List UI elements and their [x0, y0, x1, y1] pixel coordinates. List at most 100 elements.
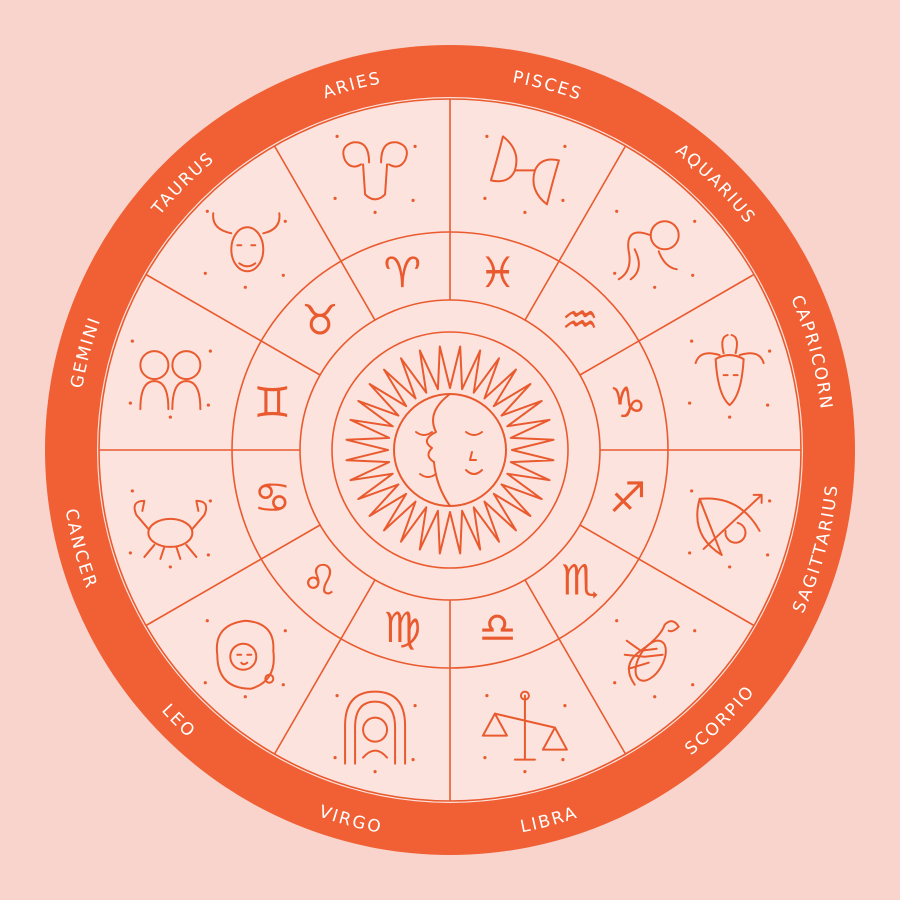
star-dot-icon	[203, 681, 207, 685]
star-dot-icon	[728, 565, 732, 569]
star-dot-icon	[615, 619, 619, 623]
sign-glyph: ♋	[253, 473, 291, 522]
segment-divider	[579, 524, 755, 627]
segment-lines	[98, 98, 802, 802]
star-dot-icon	[690, 489, 694, 493]
star-dot-icon	[613, 681, 617, 685]
star-dot-icon	[413, 704, 417, 708]
star-dot-icon	[168, 565, 172, 569]
ram-icon	[333, 134, 417, 214]
star-dot-icon	[206, 553, 210, 557]
star-dot-icon	[203, 271, 207, 275]
star-dot-icon	[168, 415, 172, 419]
star-dot-icon	[483, 196, 487, 200]
fish-pair-icon	[483, 134, 567, 214]
lion-icon	[203, 619, 287, 699]
star-dot-icon	[653, 285, 657, 289]
sign-glyph: ♐	[609, 473, 647, 522]
moon-profile	[425, 393, 451, 507]
star-dot-icon	[333, 756, 337, 760]
segment-divider	[579, 273, 755, 376]
star-dot-icon	[373, 210, 377, 214]
star-dot-icon	[413, 144, 417, 148]
sign-glyph: ♊	[253, 378, 291, 427]
segment-divider	[145, 273, 321, 376]
segment-divider	[273, 145, 376, 321]
sign-glyph: ♈	[384, 248, 422, 297]
sign-glyph: ♉	[301, 295, 339, 344]
archer-bow-arrow-icon	[688, 489, 772, 569]
core-circle	[331, 331, 569, 569]
star-dot-icon	[523, 210, 527, 214]
sign-glyph: ♑	[609, 378, 647, 427]
goat-icon	[688, 334, 772, 419]
segment-divider	[145, 524, 321, 627]
star-dot-icon	[208, 349, 212, 353]
star-dot-icon	[243, 695, 247, 699]
balance-scales-icon	[481, 690, 568, 774]
star-dot-icon	[205, 619, 209, 623]
scorpion-icon	[613, 619, 697, 699]
star-dot-icon	[283, 629, 287, 633]
sign-illustrations	[128, 134, 772, 774]
star-dot-icon	[613, 271, 617, 275]
star-dot-icon	[688, 401, 692, 405]
star-dot-icon	[283, 219, 287, 223]
sign-glyph: ♓	[479, 248, 517, 297]
star-dot-icon	[206, 403, 210, 407]
star-dot-icon	[243, 285, 247, 289]
star-dot-icon	[208, 499, 212, 503]
star-dot-icon	[690, 339, 694, 343]
star-dot-icon	[691, 273, 695, 277]
star-dot-icon	[563, 704, 567, 708]
sign-glyph: ♏	[561, 556, 599, 605]
star-dot-icon	[523, 770, 527, 774]
segment-divider	[524, 579, 627, 755]
star-dot-icon	[205, 209, 209, 213]
star-dot-icon	[411, 758, 415, 762]
star-dot-icon	[615, 209, 619, 213]
bull-icon	[203, 209, 287, 289]
sign-glyph: ♎	[479, 603, 517, 652]
star-dot-icon	[728, 415, 732, 419]
twins-icon	[128, 339, 212, 419]
star-dot-icon	[691, 683, 695, 687]
closed-eyes	[415, 431, 483, 478]
star-dot-icon	[563, 144, 567, 148]
star-dot-icon	[693, 219, 697, 223]
star-dot-icon	[281, 273, 285, 277]
star-dot-icon	[335, 694, 339, 698]
segment-divider	[524, 145, 627, 321]
star-dot-icon	[281, 683, 285, 687]
star-dot-icon	[693, 629, 697, 633]
star-dot-icon	[768, 349, 772, 353]
star-dot-icon	[561, 198, 565, 202]
face-features	[465, 451, 483, 475]
segment-divider	[273, 579, 376, 755]
sun-rays	[345, 345, 555, 555]
sun-moon-face-icon	[345, 345, 555, 555]
star-dot-icon	[411, 198, 415, 202]
star-dot-icon	[333, 196, 337, 200]
maiden-icon	[333, 690, 417, 774]
crab-icon	[128, 489, 212, 569]
sign-glyph: ♌	[301, 556, 339, 605]
star-dot-icon	[653, 695, 657, 699]
sign-glyph: ♍	[384, 603, 422, 652]
sign-glyph: ♒	[561, 295, 599, 344]
star-dot-icon	[768, 499, 772, 503]
star-dot-icon	[128, 401, 132, 405]
star-dot-icon	[373, 770, 377, 774]
water-bearer-icon	[613, 209, 697, 289]
star-dot-icon	[130, 489, 134, 493]
star-dot-icon	[130, 339, 134, 343]
star-dot-icon	[766, 403, 770, 407]
star-dot-icon	[766, 553, 770, 557]
star-dot-icon	[561, 758, 565, 762]
star-dot-icon	[485, 134, 489, 138]
star-dot-icon	[688, 551, 692, 555]
star-dot-icon	[483, 756, 487, 760]
star-dot-icon	[128, 551, 132, 555]
star-dot-icon	[335, 134, 339, 138]
